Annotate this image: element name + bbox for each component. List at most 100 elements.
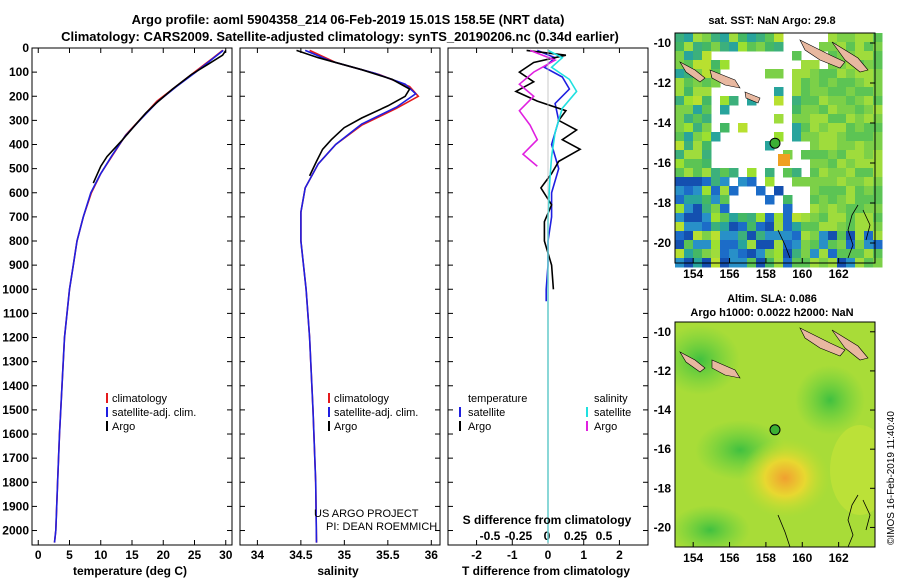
sst-cell [693, 168, 703, 178]
legend-swatch-climatology [328, 393, 330, 403]
sst-cell [675, 114, 685, 124]
sst-cell [792, 240, 802, 250]
sst-cell [675, 96, 685, 106]
sst-cell [729, 222, 739, 232]
legend-label-argo: Argo [334, 421, 357, 433]
sst-cell [864, 213, 874, 223]
sst-cell [828, 186, 838, 196]
sst-cell [855, 96, 865, 106]
sst-cell [675, 78, 685, 88]
sst-cell [810, 123, 820, 133]
sst-cell [846, 123, 856, 133]
sst-cell [783, 249, 793, 259]
legend-swatch-argo [328, 421, 330, 431]
sst-cell [828, 132, 838, 142]
sst-cell [855, 213, 865, 223]
sst-cell [702, 42, 712, 52]
sla-low-4 [675, 505, 750, 547]
sst-cell [747, 240, 757, 250]
x-tick-label: -2 [471, 548, 482, 562]
sst-cell [846, 204, 856, 214]
sst-cell [702, 132, 712, 142]
sst-cell [810, 114, 820, 124]
sst-cell [837, 87, 847, 97]
legend-label-t-satellite: satellite [468, 407, 505, 419]
sst-cell [810, 60, 820, 70]
sst-cell [675, 222, 685, 232]
legend-label-satellite: satellite-adj. clim. [334, 407, 418, 419]
sst-cell [855, 33, 865, 43]
sst-cell [747, 33, 757, 43]
sst-cell [693, 87, 703, 97]
sst-cell [810, 87, 820, 97]
sst-cell [702, 204, 712, 214]
sst-cell [774, 186, 784, 196]
sst-cell [792, 114, 802, 124]
sst-cell [702, 51, 712, 61]
sst-cell [684, 159, 694, 169]
map-y-tick-label: -20 [654, 236, 672, 250]
sst-cell [702, 249, 712, 259]
sst-cell [693, 105, 703, 115]
sst-cell [693, 33, 703, 43]
sst-cell [675, 105, 685, 115]
sla-map-frame [674, 321, 876, 548]
sst-cell [819, 105, 829, 115]
coastline [862, 209, 871, 241]
sst-cell [855, 150, 865, 160]
sst-cell [810, 231, 820, 241]
sst-cell [864, 114, 874, 124]
sst-cell [837, 249, 847, 259]
sst-cell [720, 168, 730, 178]
depth-tick-label: 1000 [2, 282, 29, 296]
sst-cell [864, 60, 874, 70]
sst-cell [720, 249, 730, 259]
sst-cell [855, 231, 865, 241]
sla-map-title-line-2: Argo h1000: 0.0022 h2000: NaN [690, 307, 853, 319]
sst-cell [819, 159, 829, 169]
sst-cell [873, 249, 883, 259]
series-line-s-argo [518, 49, 557, 167]
sst-cell [792, 69, 802, 79]
sst-cell [837, 105, 847, 115]
sst-cell [873, 132, 883, 142]
sst-cell [828, 204, 838, 214]
map-y-tick-label: -16 [654, 442, 672, 456]
salinity-legend: climatology satellite-adj. clim. Argo [328, 393, 418, 433]
sst-cell [720, 213, 730, 223]
sst-cell [756, 231, 766, 241]
x-tick-label: 0 [545, 548, 552, 562]
sst-cell [747, 42, 757, 52]
difference-panel: -2 -1 0 1 2 -0.5 -0.25 0 0.25 0.5 S difference f… [447, 47, 649, 578]
sst-cell [873, 240, 883, 250]
sst-cell [864, 159, 874, 169]
sst-cell [864, 249, 874, 259]
x-tick-label: 35 [338, 548, 352, 562]
sst-cell [711, 222, 721, 232]
sst-cell [855, 204, 865, 214]
sst-cell [684, 141, 694, 151]
land-polygon [711, 359, 741, 379]
sst-cell [675, 42, 685, 52]
sst-cell [675, 69, 685, 79]
sst-cell [855, 87, 865, 97]
sst-cell [702, 87, 712, 97]
sst-cell [873, 150, 883, 160]
sst-cell [756, 222, 766, 232]
sst-cell [819, 123, 829, 133]
sst-cell [783, 204, 793, 214]
sst-cell [873, 159, 883, 169]
sst-cell [684, 186, 694, 196]
sst-cell [693, 249, 703, 259]
sst-cell [855, 249, 865, 259]
sst-cell [774, 240, 784, 250]
sst-cell [720, 33, 730, 43]
sst-cell [765, 240, 775, 250]
sst-cell [684, 249, 694, 259]
legend-label-climatology: climatology [112, 393, 168, 405]
sst-cell [792, 78, 802, 88]
sst-cell [837, 78, 847, 88]
sst-cell [729, 240, 739, 250]
sst-cell [846, 105, 856, 115]
map-y-tick-label: -18 [654, 481, 672, 495]
